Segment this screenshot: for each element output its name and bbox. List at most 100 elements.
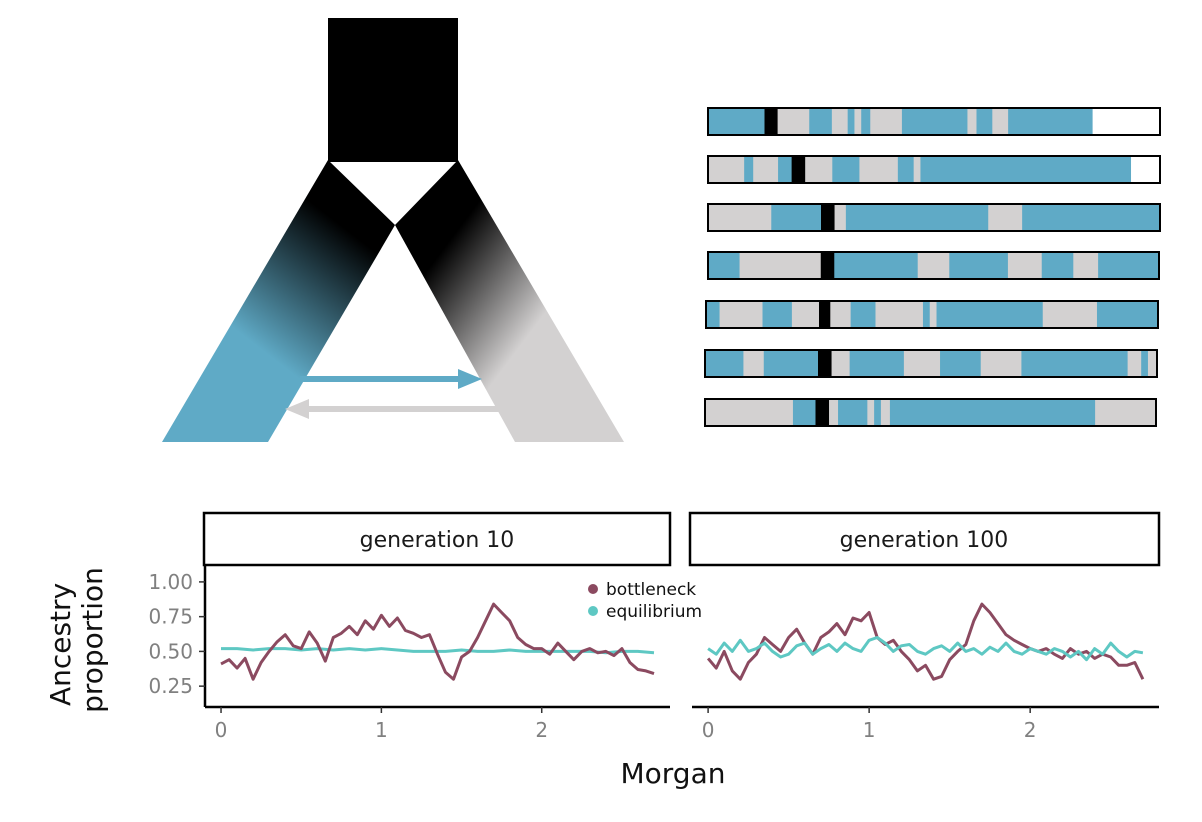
series-line-bottleneck [220, 602, 655, 681]
tract-segment-grey [791, 301, 820, 328]
series-line-bottleneck [706, 602, 1145, 681]
chromosome-outline [707, 155, 1161, 184]
ancestry-tracts [704, 107, 1161, 427]
y-tick-label: 0.75 [148, 605, 193, 629]
chromosome-outline [704, 349, 1158, 378]
tract-segment-grey [834, 204, 847, 231]
tract-segment-grey [739, 252, 822, 279]
x-tick-label: 0 [215, 718, 228, 742]
chromosome-bar [707, 251, 1160, 280]
y-tick-label: 1.00 [148, 570, 193, 594]
tract-segment-grey [980, 350, 1022, 377]
tract-segment-grey [870, 108, 903, 135]
tract-segment-blue [1041, 252, 1074, 279]
tract-segment-grey [917, 252, 950, 279]
tract-segment-blue [949, 252, 1009, 279]
tract-segment-black [818, 350, 832, 377]
tract-segment-blue [1008, 108, 1093, 135]
chromosome-bar [707, 155, 1161, 184]
tract-segment-grey [830, 301, 852, 328]
tract-segment-blue [936, 301, 1044, 328]
tract-segment-blue [708, 252, 740, 279]
x-tick-label: 2 [535, 718, 548, 742]
tract-segment-blue [762, 301, 793, 328]
tract-segment-blue [849, 350, 905, 377]
tract-segment-grey [708, 156, 745, 183]
tract-segment-grey [705, 399, 794, 426]
tract-segment-blue [708, 108, 765, 135]
tract-segment-grey [1007, 252, 1043, 279]
tract-segment-blue [792, 399, 816, 426]
tract-segment-grey [1095, 399, 1157, 426]
tract-segment-grey [880, 399, 891, 426]
chromosome-outline [705, 300, 1159, 329]
blue-population-branch [162, 160, 395, 442]
plot-area: 0 1 2 [692, 602, 1159, 742]
y-tick-label: 0.25 [148, 674, 193, 698]
tract-segment-black [791, 156, 806, 183]
x-axis-title: Morgan [621, 757, 726, 790]
tract-segment-grey [929, 301, 937, 328]
chromosome-outline [707, 251, 1160, 280]
chromosome-outline [707, 203, 1161, 232]
panel-generation-100: generation 100 0 1 2 [688, 511, 1161, 742]
tract-segment-blue [834, 252, 919, 279]
tract-segment-blue [1098, 252, 1160, 279]
tract-segment-blue [940, 350, 982, 377]
tract-segment-blue [897, 156, 915, 183]
tract-segment-grey [854, 108, 862, 135]
tract-segment-grey [831, 350, 851, 377]
tract-segment-blue [778, 156, 793, 183]
strip-label: generation 100 [840, 528, 1009, 553]
tract-segment-blue [1021, 350, 1129, 377]
tract-segment-grey [988, 204, 1023, 231]
plot-area: 0 1 2 1.00 0.75 0.50 0.25 [148, 566, 670, 742]
tract-segment-grey [867, 399, 875, 426]
tract-segment-blue [706, 301, 720, 328]
tract-segment-grey [708, 204, 772, 231]
tract-segment-grey [859, 156, 899, 183]
strip-box [688, 511, 1161, 567]
tract-segment-grey [805, 156, 833, 183]
tract-segment-blue [920, 156, 1132, 183]
tract-segment-black [764, 108, 779, 135]
tract-segment-blue [847, 108, 855, 135]
tract-segment-grey [967, 108, 977, 135]
chromosome-outline [704, 398, 1157, 427]
grey-population-branch [395, 160, 624, 442]
tract-segment-grey [1127, 350, 1142, 377]
tract-segment-grey [777, 108, 810, 135]
tract-segment-grey [1147, 350, 1158, 377]
population-tree-diagram [162, 18, 624, 442]
y-axis-title: Ancestry proportion [44, 567, 109, 713]
tract-segment-grey [719, 301, 763, 328]
tract-segment-blue [845, 204, 989, 231]
chromosome-bar [704, 398, 1157, 427]
legend-key-bottleneck [588, 584, 598, 594]
tract-segment-blue [1096, 301, 1159, 328]
tract-segment-grey [903, 350, 941, 377]
tract-segment-blue [832, 156, 860, 183]
tract-segment-blue [1022, 204, 1161, 231]
tract-segment-grey [875, 301, 924, 328]
tract-segment-grey [831, 108, 849, 135]
tract-segment-black [815, 399, 830, 426]
series-line-equilibrium [707, 636, 1144, 662]
legend-label-bottleneck: bottleneck [606, 580, 696, 600]
tract-segment-grey [753, 156, 779, 183]
strip-label: generation 10 [360, 528, 515, 553]
tract-segment-blue [809, 108, 833, 135]
tract-segment-blue [744, 156, 754, 183]
legend: bottleneck equilibrium [588, 580, 702, 622]
tract-segment-grey [829, 399, 839, 426]
tract-segment-grey [1042, 301, 1098, 328]
ancestral-population-trunk [328, 18, 458, 162]
tract-segment-black [821, 204, 835, 231]
strip-box [202, 511, 672, 567]
chromosome-bar [704, 349, 1158, 378]
tract-segment-grey [1073, 252, 1099, 279]
tract-segment-blue [838, 399, 868, 426]
x-tick-label: 1 [863, 718, 876, 742]
x-tick-label: 1 [375, 718, 388, 742]
